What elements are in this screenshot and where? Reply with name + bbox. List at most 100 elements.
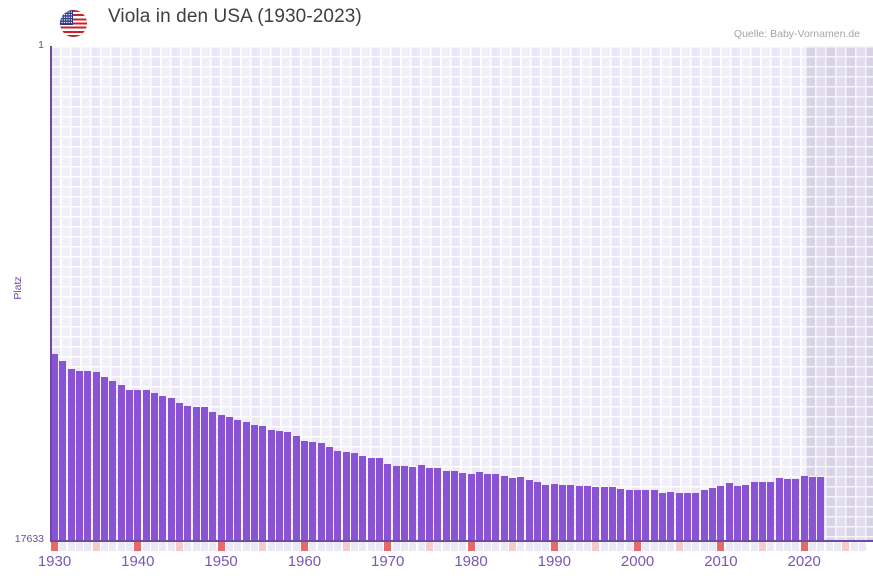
bar[interactable] xyxy=(109,381,117,540)
bar[interactable] xyxy=(234,420,242,540)
bar[interactable] xyxy=(500,476,508,540)
bar[interactable] xyxy=(775,478,783,540)
bar[interactable] xyxy=(559,484,567,540)
bar[interactable] xyxy=(784,478,792,540)
bar[interactable] xyxy=(550,484,558,540)
bar[interactable] xyxy=(759,481,767,540)
bar[interactable] xyxy=(184,406,192,540)
bar[interactable] xyxy=(92,372,100,540)
bar[interactable] xyxy=(625,490,633,540)
bar[interactable] xyxy=(425,468,433,540)
bar[interactable] xyxy=(442,471,450,540)
bar[interactable] xyxy=(209,411,217,540)
bar[interactable] xyxy=(450,471,458,540)
bar[interactable] xyxy=(67,369,75,540)
bar[interactable] xyxy=(525,480,533,540)
bar[interactable] xyxy=(175,402,183,540)
x-axis-tick xyxy=(392,542,400,551)
bar[interactable] xyxy=(409,466,417,540)
bar[interactable] xyxy=(659,492,667,540)
bar[interactable] xyxy=(284,431,292,540)
bar[interactable] xyxy=(734,485,742,540)
bar[interactable] xyxy=(159,395,167,540)
bar[interactable] xyxy=(400,466,408,540)
bar[interactable] xyxy=(117,384,125,540)
bar[interactable] xyxy=(742,484,750,540)
bar[interactable] xyxy=(375,457,383,540)
bar[interactable] xyxy=(484,473,492,540)
bar[interactable] xyxy=(534,481,542,540)
bar[interactable] xyxy=(800,476,808,540)
bar[interactable] xyxy=(75,370,83,540)
bar[interactable] xyxy=(709,488,717,540)
bar[interactable] xyxy=(325,447,333,540)
bar[interactable] xyxy=(142,390,150,540)
bar[interactable] xyxy=(84,370,92,540)
bar[interactable] xyxy=(509,478,517,540)
bar[interactable] xyxy=(684,493,692,540)
bar[interactable] xyxy=(767,482,775,540)
bar[interactable] xyxy=(700,490,708,540)
bar[interactable] xyxy=(342,451,350,540)
bar[interactable] xyxy=(434,468,442,540)
bar[interactable] xyxy=(567,484,575,540)
x-axis-tick xyxy=(209,542,217,551)
bar[interactable] xyxy=(367,457,375,540)
bar[interactable] xyxy=(517,477,525,540)
bar[interactable] xyxy=(792,479,800,540)
bar[interactable] xyxy=(334,450,342,540)
bar[interactable] xyxy=(300,440,308,540)
x-axis-tick xyxy=(292,542,300,551)
bar[interactable] xyxy=(392,466,400,540)
bar[interactable] xyxy=(242,421,250,540)
x-axis-tick xyxy=(425,542,433,551)
bar[interactable] xyxy=(542,484,550,540)
bar[interactable] xyxy=(134,389,142,540)
bar[interactable] xyxy=(100,377,108,540)
bar[interactable] xyxy=(467,473,475,540)
bar[interactable] xyxy=(259,425,267,540)
bar[interactable] xyxy=(200,407,208,540)
x-axis-tick xyxy=(492,542,500,551)
bar[interactable] xyxy=(592,487,600,540)
bar[interactable] xyxy=(717,485,725,540)
x-axis-tick xyxy=(59,542,67,551)
bar[interactable] xyxy=(817,477,825,540)
bar[interactable] xyxy=(650,489,658,540)
bar[interactable] xyxy=(584,486,592,540)
bar[interactable] xyxy=(609,486,617,540)
bar[interactable] xyxy=(600,487,608,540)
bar[interactable] xyxy=(350,453,358,540)
bar[interactable] xyxy=(250,424,258,540)
bar[interactable] xyxy=(275,431,283,540)
bar[interactable] xyxy=(51,353,58,540)
bar[interactable] xyxy=(475,472,483,540)
bar[interactable] xyxy=(692,493,700,540)
bar[interactable] xyxy=(384,463,392,540)
bar[interactable] xyxy=(125,389,133,540)
bar[interactable] xyxy=(642,489,650,540)
bar[interactable] xyxy=(359,455,367,540)
bar[interactable] xyxy=(725,482,733,540)
x-axis-tick xyxy=(217,542,225,551)
bar[interactable] xyxy=(617,488,625,540)
bar[interactable] xyxy=(750,482,758,540)
bar[interactable] xyxy=(459,473,467,540)
bar[interactable] xyxy=(575,485,583,540)
bar[interactable] xyxy=(192,407,200,540)
bar[interactable] xyxy=(317,443,325,540)
bar[interactable] xyxy=(667,492,675,540)
bar[interactable] xyxy=(309,442,317,540)
bar[interactable] xyxy=(634,490,642,540)
bar[interactable] xyxy=(150,392,158,540)
bar[interactable] xyxy=(267,429,275,540)
bar[interactable] xyxy=(417,465,425,540)
bar[interactable] xyxy=(225,416,233,540)
bar[interactable] xyxy=(167,398,175,540)
bar[interactable] xyxy=(809,476,817,540)
bar[interactable] xyxy=(675,492,683,540)
bar[interactable] xyxy=(492,474,500,540)
bar[interactable] xyxy=(217,415,225,540)
bar[interactable] xyxy=(292,435,300,540)
bar[interactable] xyxy=(59,361,67,540)
